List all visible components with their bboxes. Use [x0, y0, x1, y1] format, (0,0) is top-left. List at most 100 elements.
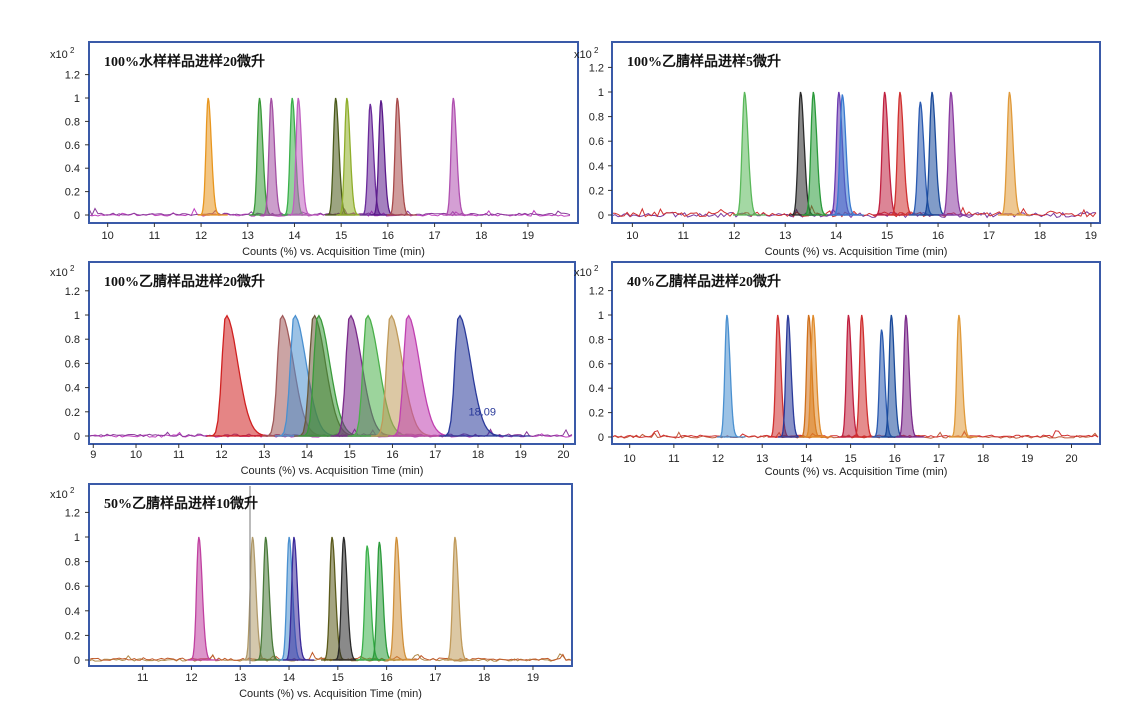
- chromatogram-peak: [287, 97, 318, 216]
- x-tick-label: 17: [933, 453, 945, 465]
- y-tick-label: 0.8: [65, 557, 80, 569]
- x-tick-label: 15: [344, 449, 356, 461]
- y-tick-label: 0.2: [65, 630, 80, 642]
- y-tick-label: 0.4: [65, 383, 80, 395]
- x-tick-label: 12: [728, 230, 740, 242]
- panel-title: 50%乙腈样品进样10微升: [104, 495, 258, 512]
- y-tick-label: 0.4: [65, 163, 80, 175]
- chart-panel-5: 50%乙腈样品进样10微升 0 0.2 0.4 0.6 0.8 1 1.2 x10 2 11 12 1…: [50, 483, 573, 700]
- x-tick-label: 17: [429, 672, 441, 684]
- x-tick-label: 19: [1021, 453, 1033, 465]
- x-tick-label: 9: [90, 449, 96, 461]
- y-multiplier-exponent: 2: [68, 46, 75, 55]
- x-tick-label: 11: [668, 453, 679, 465]
- y-tick-label: 0.8: [65, 116, 80, 128]
- y-multiplier-label: x10 2: [574, 46, 599, 61]
- x-axis-label: Counts (%) vs. Acquisition Time (min): [241, 465, 424, 477]
- x-tick-label: 12: [195, 230, 207, 242]
- y-tick-label: 0: [74, 210, 80, 222]
- x-tick-label: 13: [242, 230, 254, 242]
- y-tick-label: 1.2: [589, 286, 604, 298]
- x-tick-label: 19: [1085, 230, 1097, 242]
- x-tick-label: 18: [977, 453, 989, 465]
- y-multiplier-exponent: 2: [592, 46, 599, 55]
- y-tick-label: 0.8: [589, 334, 604, 346]
- y-tick-label: 0.6: [65, 140, 80, 152]
- y-tick-label: 0: [598, 432, 604, 444]
- y-tick-label: 1.2: [65, 507, 80, 519]
- y-tick-label: 1.2: [65, 70, 80, 82]
- x-tick-label: 13: [779, 230, 791, 242]
- y-tick-label: 1.2: [65, 286, 80, 298]
- y-tick-label: 0.2: [589, 185, 604, 197]
- chromatogram-peak: [443, 536, 476, 661]
- chromatogram-peak: [197, 97, 228, 216]
- panel-frame: [611, 41, 1101, 224]
- chromatogram-peak: [803, 314, 832, 438]
- chromatogram-peak: [997, 91, 1031, 216]
- y-tick-label: 1.2: [589, 62, 604, 74]
- x-axis-label: Counts (%) vs. Acquisition Time (min): [239, 688, 422, 700]
- chart-panel-3: 18.09 100%乙腈样品进样20微升 0 0.2 0.4 0.6 0.8 1 1.2 x10 …: [50, 261, 576, 477]
- trace-group: [90, 97, 571, 217]
- panel-title: 100%乙腈样品进样20微升: [104, 273, 265, 290]
- y-multiplier-exponent: 2: [592, 264, 599, 273]
- y-tick-label: 0: [74, 431, 80, 443]
- y-tick-label: 0.8: [65, 334, 80, 346]
- y-multiplier-label: x10 2: [50, 264, 75, 279]
- chart-panel-4: 40%乙腈样品进样20微升 0 0.2 0.4 0.6 0.8 1 1.2 x10 2 10 11 1…: [574, 261, 1101, 478]
- x-axis-label: Counts (%) vs. Acquisition Time (min): [765, 466, 948, 478]
- x-tick-label: 16: [380, 672, 392, 684]
- x-tick-label: 11: [173, 449, 184, 461]
- x-tick-label: 13: [234, 672, 246, 684]
- x-tick-label: 15: [844, 453, 856, 465]
- x-tick-label: 18: [472, 449, 484, 461]
- y-multiplier-label: x10 2: [50, 486, 75, 501]
- x-tick-label: 18: [475, 230, 487, 242]
- x-tick-label: 10: [624, 453, 636, 465]
- x-tick-label: 10: [130, 449, 142, 461]
- x-tick-label: 14: [800, 453, 812, 465]
- x-tick-label: 16: [889, 453, 901, 465]
- x-tick-label: 18: [478, 672, 490, 684]
- trace-group: [613, 314, 1099, 439]
- y-multiplier-label: x10 2: [50, 46, 75, 61]
- x-tick-label: 15: [881, 230, 893, 242]
- x-tick-label: 19: [515, 449, 527, 461]
- x-tick-label: 19: [527, 672, 539, 684]
- y-tick-label: 1: [74, 310, 80, 322]
- baseline-trace: [613, 208, 1097, 219]
- y-tick-label: 1: [598, 87, 604, 99]
- chromatogram-peak: [442, 97, 473, 216]
- x-tick-label: 14: [830, 230, 842, 242]
- y-multiplier-label: x10 2: [574, 264, 599, 279]
- x-tick-label: 12: [215, 449, 227, 461]
- chromatogram-peak: [895, 314, 925, 438]
- x-tick-label: 10: [626, 230, 638, 242]
- panel-frame: [611, 261, 1101, 445]
- y-tick-label: 0: [598, 210, 604, 222]
- x-tick-label: 19: [522, 230, 534, 242]
- x-tick-label: 20: [1065, 453, 1077, 465]
- panel-title: 100%乙腈样品进样5微升: [627, 53, 781, 70]
- x-tick-label: 15: [335, 230, 347, 242]
- y-multiplier-exponent: 2: [68, 264, 75, 273]
- y-tick-label: 0.6: [65, 358, 80, 370]
- peak-annotation: 18.09: [468, 406, 496, 418]
- y-tick-label: 0: [74, 655, 80, 667]
- x-tick-label: 12: [185, 672, 197, 684]
- x-tick-label: 17: [428, 230, 440, 242]
- y-tick-label: 0.2: [589, 408, 604, 420]
- x-tick-label: 11: [149, 230, 160, 242]
- x-tick-label: 18: [1034, 230, 1046, 242]
- x-tick-label: 12: [712, 453, 724, 465]
- y-multiplier-exponent: 2: [68, 486, 75, 495]
- trace-group: [90, 536, 571, 662]
- y-tick-label: 0.8: [589, 112, 604, 124]
- x-tick-label: 14: [301, 449, 313, 461]
- y-tick-label: 0.6: [589, 136, 604, 148]
- chromatogram-peak: [939, 91, 973, 216]
- y-tick-label: 0.6: [65, 581, 80, 593]
